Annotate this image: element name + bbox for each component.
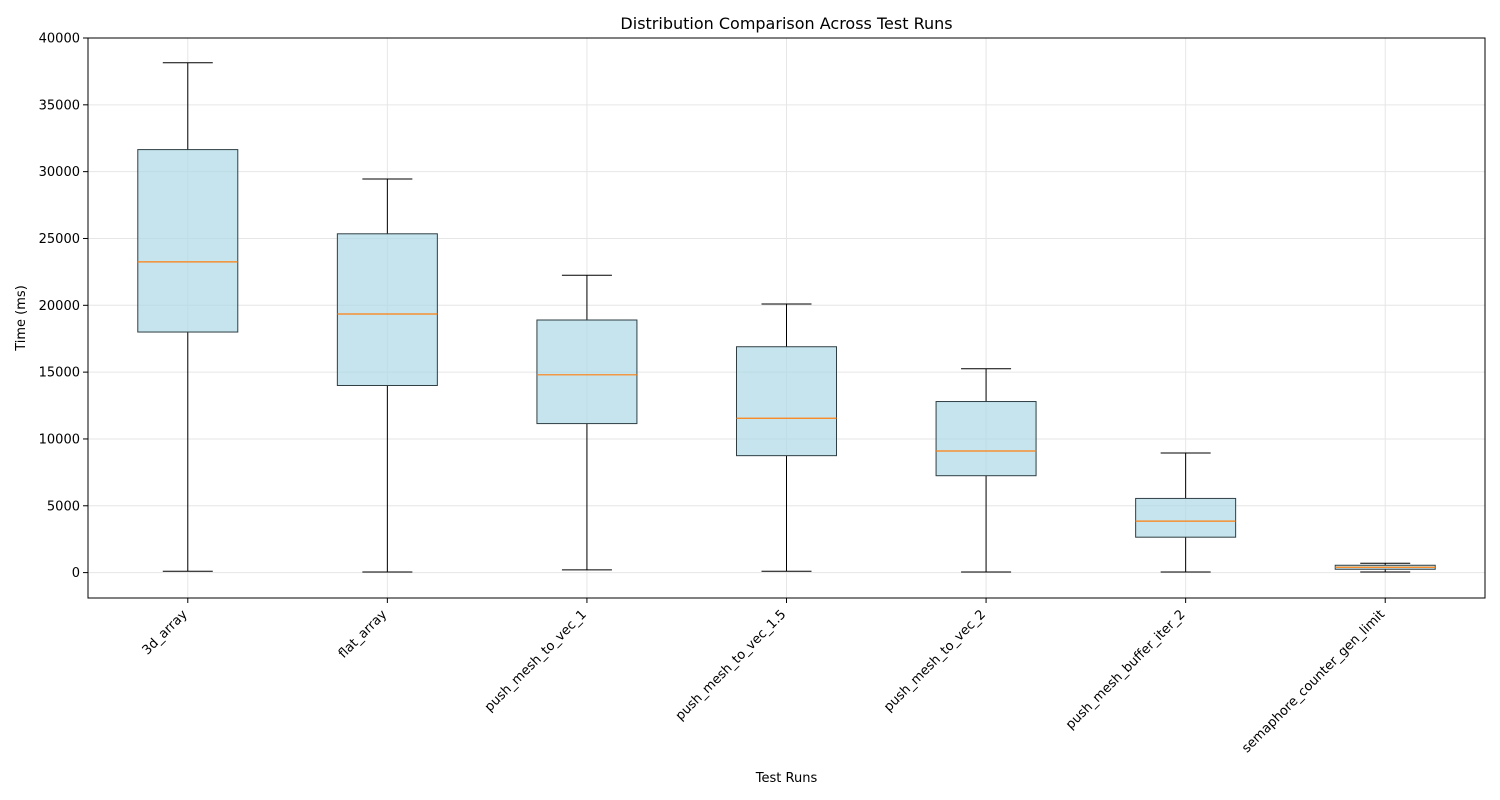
x-tick-label: 3d_array: [140, 607, 191, 658]
y-tick-label: 10000: [39, 432, 80, 447]
x-tick-label: semaphore_counter_gen_limit: [1239, 607, 1388, 756]
box-iqr: [137, 149, 239, 333]
y-tick-label: 0: [72, 566, 80, 581]
y-tick-label: 15000: [39, 366, 80, 381]
x-axis-label: Test Runs: [755, 771, 818, 786]
y-tick-label: 35000: [39, 98, 80, 113]
y-tick-label: 25000: [39, 232, 80, 247]
box-iqr: [736, 346, 837, 457]
x-tick-label: push_mesh_to_vec_1: [482, 607, 590, 715]
y-axis-label: Time (ms): [14, 285, 29, 352]
box-iqr: [935, 401, 1037, 477]
x-tick-label: push_mesh_to_vec_2: [881, 607, 989, 715]
y-tick-label: 5000: [47, 499, 80, 514]
box-iqr: [1135, 497, 1237, 538]
chart-title: Distribution Comparison Across Test Runs: [620, 14, 952, 33]
y-tick-label: 40000: [39, 32, 80, 47]
y-tick-label: 30000: [39, 165, 80, 180]
box-iqr: [536, 319, 638, 425]
x-tick-label: push_mesh_to_vec_1.5: [673, 607, 789, 723]
x-tick-label: flat_array: [336, 607, 391, 662]
box-iqr: [336, 233, 438, 386]
boxes: [137, 62, 1436, 573]
x-tick-label: push_mesh_buffer_iter_2: [1063, 607, 1188, 732]
y-tick-label: 20000: [39, 299, 80, 314]
